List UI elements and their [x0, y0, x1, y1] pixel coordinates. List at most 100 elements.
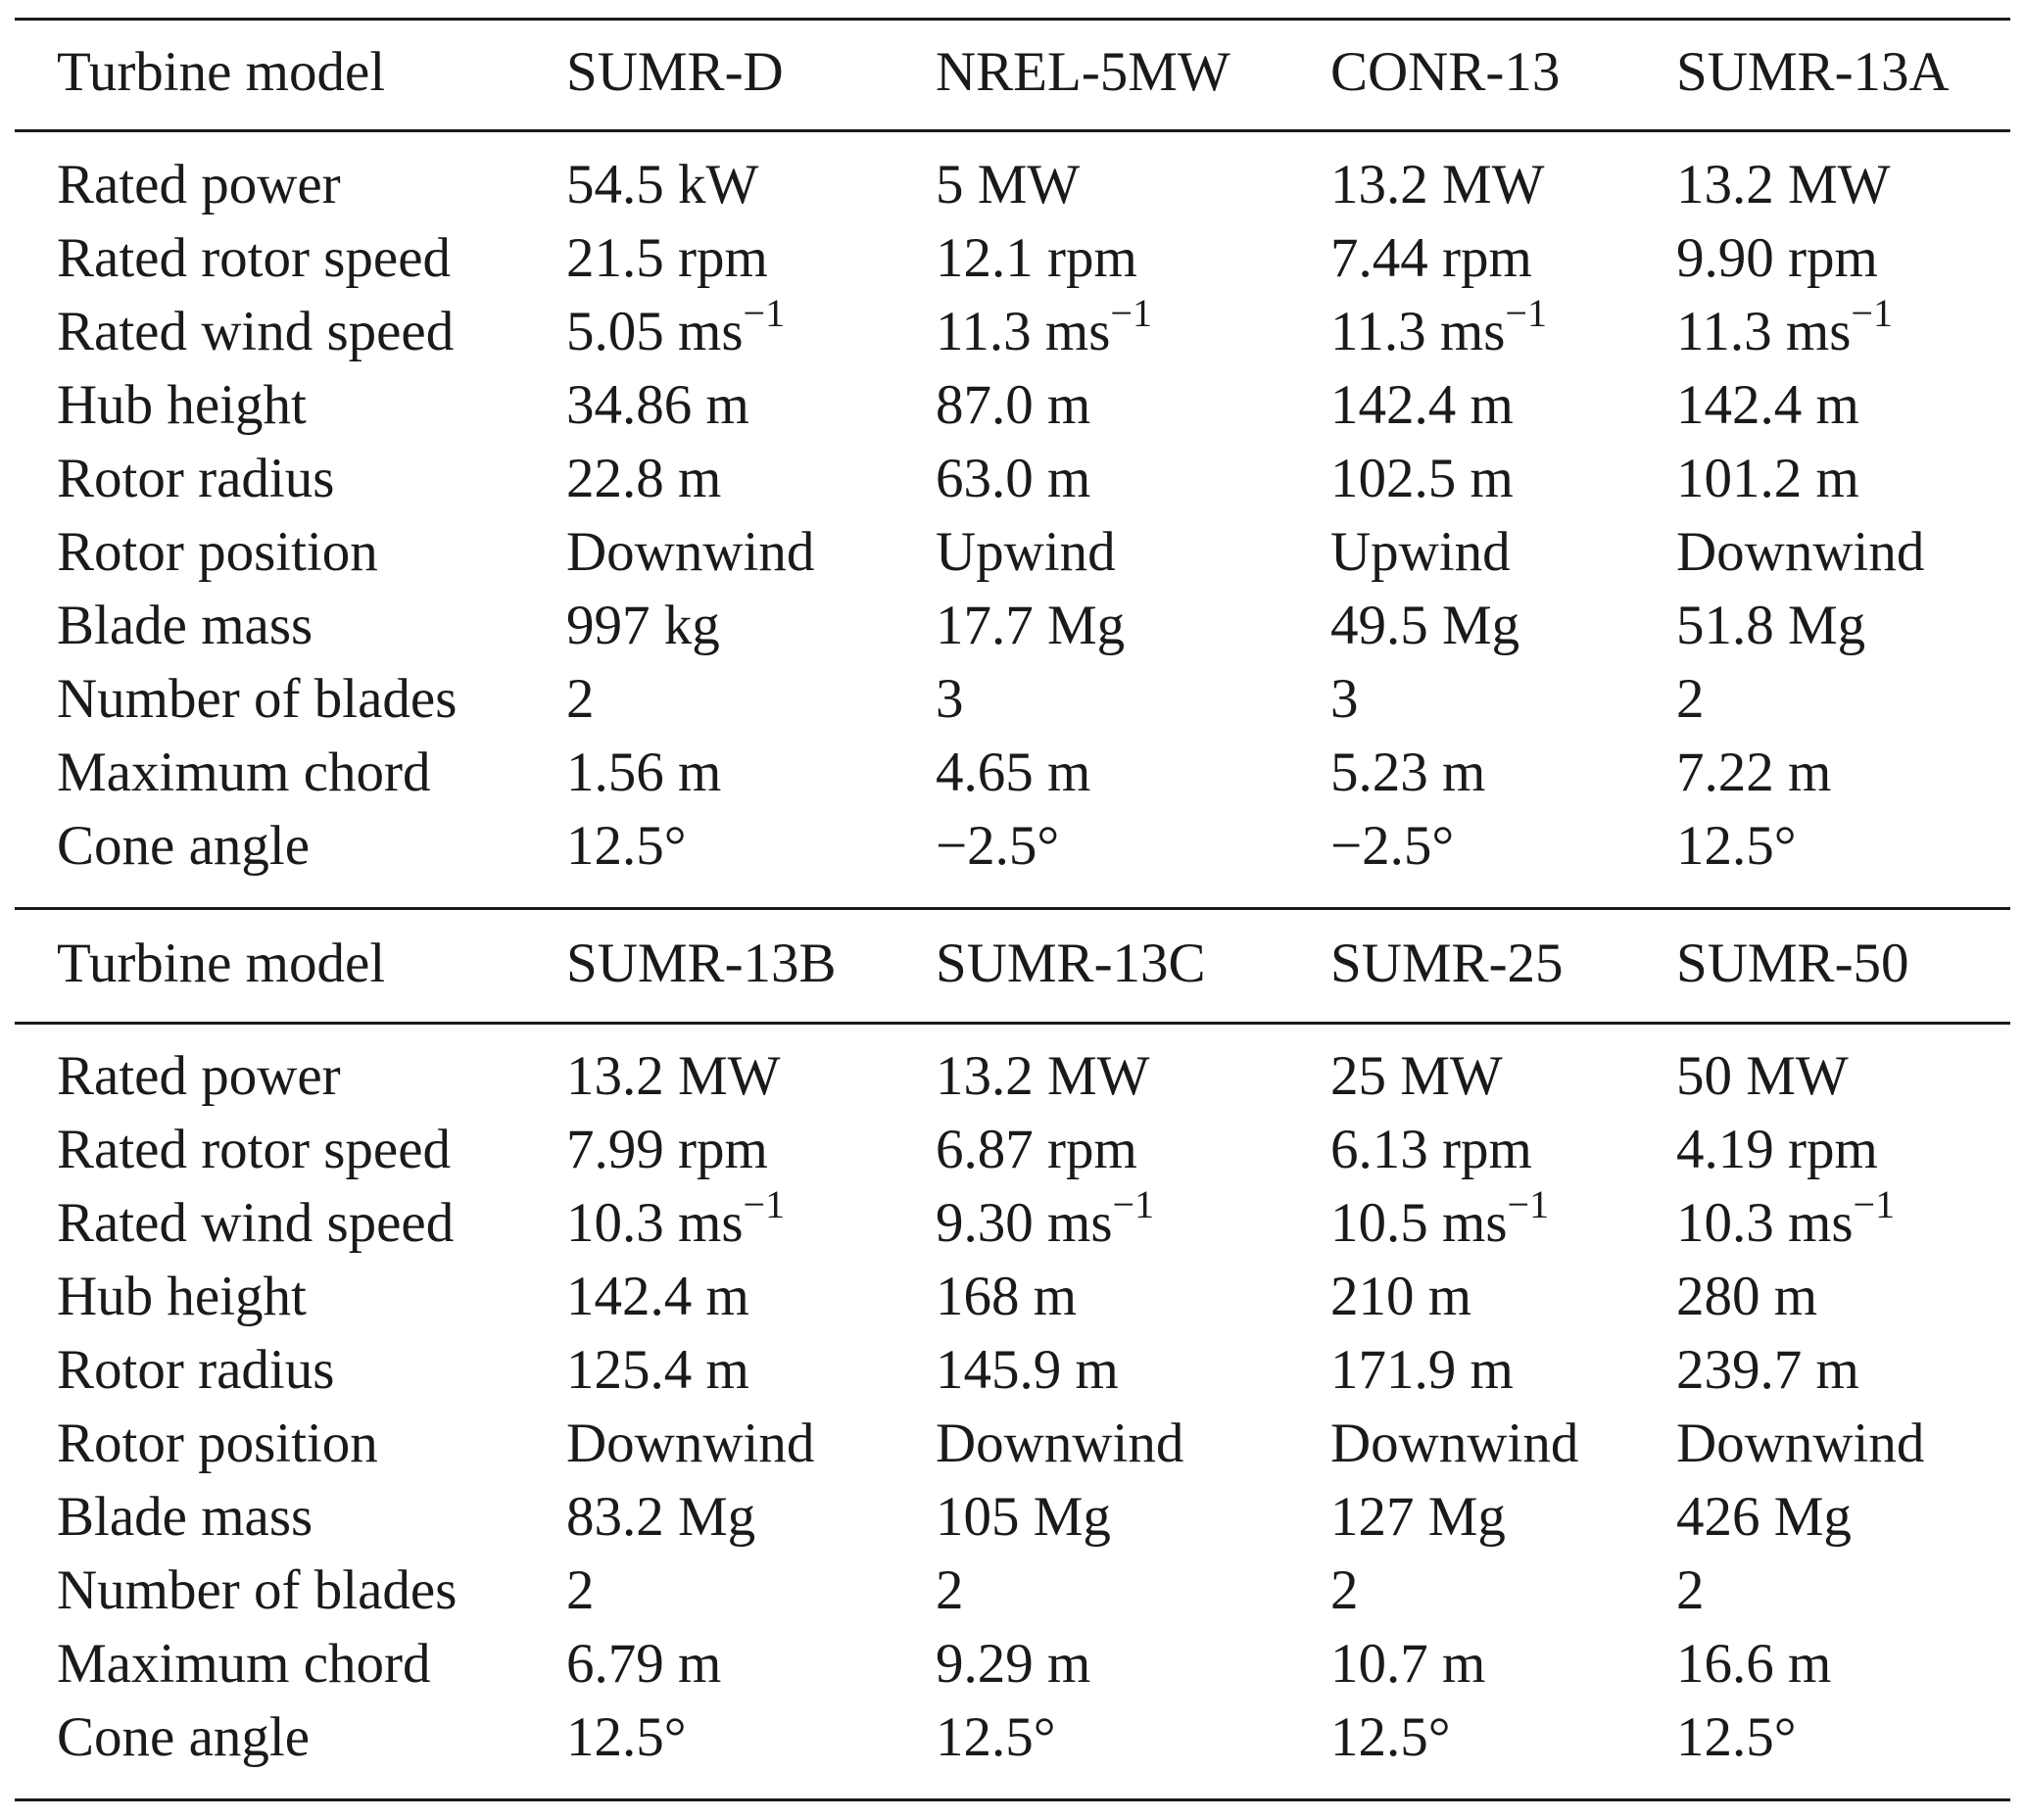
table-cell: 142.4 m [1330, 374, 1514, 436]
table-row: Rotor position Downwind Upwind Upwind Do… [15, 515, 2010, 589]
table-cell: 125.4 m [566, 1339, 749, 1401]
table-row: Rated rotor speed 21.5 rpm 12.1 rpm 7.44… [15, 221, 2010, 295]
table-cell: 12.1 rpm [936, 227, 1137, 289]
table-cell: 12.5° [936, 1706, 1056, 1768]
table-top-rule [15, 18, 2010, 21]
table-cell: 12.5° [1330, 1706, 1451, 1768]
unit-exponent: −1 [743, 291, 786, 335]
table-cell: 83.2 Mg [566, 1486, 756, 1548]
table-cell: Downwind [936, 1413, 1184, 1474]
table-row: Cone angle 12.5° −2.5° −2.5° 12.5° [15, 809, 2010, 883]
table-cell: 210 m [1330, 1266, 1472, 1327]
table-cell: 9.90 rpm [1676, 227, 1878, 289]
table-cell: 142.4 m [566, 1266, 749, 1327]
header-label: Turbine model [57, 41, 386, 103]
table-row: Blade mass 83.2 Mg 105 Mg 127 Mg 426 Mg [15, 1480, 2010, 1554]
row-label: Cone angle [57, 815, 311, 877]
table-cell: 6.13 rpm [1330, 1119, 1532, 1180]
cell-value: 5.05 ms [566, 301, 744, 362]
table-cell: 105 Mg [936, 1486, 1111, 1548]
cell-value: 11.3 ms [1330, 301, 1506, 362]
unit-exponent: −1 [1110, 291, 1152, 335]
table-cell: 13.2 MW [1330, 154, 1545, 216]
section-1-body: Rated power 54.5 kW 5 MW 13.2 MW 13.2 MW… [15, 148, 2010, 883]
table-bottom-rule [15, 1798, 2010, 1801]
table-row: Maximum chord 1.56 m 4.65 m 5.23 m 7.22 … [15, 736, 2010, 809]
row-label: Blade mass [57, 1486, 313, 1548]
row-label: Rotor radius [57, 448, 335, 509]
table-cell: 3 [936, 668, 964, 730]
model-name: SUMR-50 [1676, 933, 1909, 994]
row-label: Number of blades [57, 668, 458, 730]
table-cell: Upwind [1330, 521, 1511, 583]
table-cell: 87.0 m [936, 374, 1091, 436]
table-cell: 5.05 ms−1 [566, 294, 785, 368]
table-cell: 51.8 Mg [1676, 595, 1866, 656]
row-label: Rated power [57, 1045, 341, 1107]
row-label: Rotor position [57, 521, 378, 583]
table-cell: 12.5° [566, 815, 687, 877]
row-label: Number of blades [57, 1559, 458, 1621]
model-name: SUMR-13C [936, 933, 1206, 994]
table-cell: 10.7 m [1330, 1633, 1486, 1695]
table-cell: 12.5° [566, 1706, 687, 1768]
table-row: Rated rotor speed 7.99 rpm 6.87 rpm 6.13… [15, 1113, 2010, 1186]
table-cell: 280 m [1676, 1266, 1818, 1327]
table-cell: 17.7 Mg [936, 595, 1126, 656]
table-row: Number of blades 2 2 2 2 [15, 1554, 2010, 1627]
table-cell: 22.8 m [566, 448, 722, 509]
table-cell: 168 m [936, 1266, 1078, 1327]
model-name: CONR-13 [1330, 41, 1561, 103]
model-name: SUMR-13B [566, 933, 837, 994]
cell-value: 9.30 ms [936, 1192, 1113, 1254]
table-cell: 2 [936, 1559, 964, 1621]
unit-exponent: −1 [1505, 291, 1547, 335]
row-label: Hub height [57, 374, 307, 436]
table-cell: 7.99 rpm [566, 1119, 768, 1180]
table-cell: 16.6 m [1676, 1633, 1832, 1695]
table-row: Rated power 54.5 kW 5 MW 13.2 MW 13.2 MW [15, 148, 2010, 221]
table-cell: 2 [1330, 1559, 1359, 1621]
table-cell: 7.44 rpm [1330, 227, 1532, 289]
table-cell: 50 MW [1676, 1045, 1849, 1107]
cell-value: 10.3 ms [1676, 1192, 1854, 1254]
table-row: Number of blades 2 3 3 2 [15, 662, 2010, 736]
section-2-body: Rated power 13.2 MW 13.2 MW 25 MW 50 MW … [15, 1039, 2010, 1774]
header-rule [15, 129, 2010, 132]
table-cell: 239.7 m [1676, 1339, 1859, 1401]
table-cell: 102.5 m [1330, 448, 1514, 509]
unit-exponent: −1 [1112, 1182, 1155, 1226]
table-cell: 10.3 ms−1 [1676, 1185, 1895, 1260]
table-cell: 2 [1676, 668, 1705, 730]
cell-value: 10.3 ms [566, 1192, 744, 1254]
table-cell: 2 [566, 668, 595, 730]
table-cell: 10.5 ms−1 [1330, 1185, 1549, 1260]
header-row: Turbine model SUMR-D NREL-5MW CONR-13 SU… [15, 35, 2010, 109]
table-cell: 145.9 m [936, 1339, 1119, 1401]
table-cell: 7.22 m [1676, 742, 1832, 803]
table-cell: Downwind [1676, 1413, 1925, 1474]
table-cell: 11.3 ms−1 [1676, 294, 1893, 368]
row-label: Blade mass [57, 595, 313, 656]
model-name: SUMR-13A [1676, 41, 1950, 103]
table-cell: 49.5 Mg [1330, 595, 1520, 656]
row-label: Rated rotor speed [57, 1119, 452, 1180]
table-cell: 11.3 ms−1 [936, 294, 1152, 368]
table-cell: 5.23 m [1330, 742, 1486, 803]
table-cell: 63.0 m [936, 448, 1091, 509]
row-label: Maximum chord [57, 742, 431, 803]
cell-value: 10.5 ms [1330, 1192, 1508, 1254]
table-cell: 142.4 m [1676, 374, 1859, 436]
table-cell: 10.3 ms−1 [566, 1185, 785, 1260]
table-cell: 11.3 ms−1 [1330, 294, 1547, 368]
table-row: Hub height 34.86 m 87.0 m 142.4 m 142.4 … [15, 368, 2010, 442]
table-row: Blade mass 997 kg 17.7 Mg 49.5 Mg 51.8 M… [15, 589, 2010, 662]
row-label: Hub height [57, 1266, 307, 1327]
unit-exponent: −1 [743, 1182, 786, 1226]
table-cell: 6.87 rpm [936, 1119, 1137, 1180]
table-cell: −2.5° [936, 815, 1060, 877]
row-label: Rotor radius [57, 1339, 335, 1401]
header-row: Turbine model SUMR-13B SUMR-13C SUMR-25 … [15, 927, 2010, 1000]
section-2-header: Turbine model SUMR-13B SUMR-13C SUMR-25 … [15, 927, 2010, 1000]
table-cell: 2 [1676, 1559, 1705, 1621]
